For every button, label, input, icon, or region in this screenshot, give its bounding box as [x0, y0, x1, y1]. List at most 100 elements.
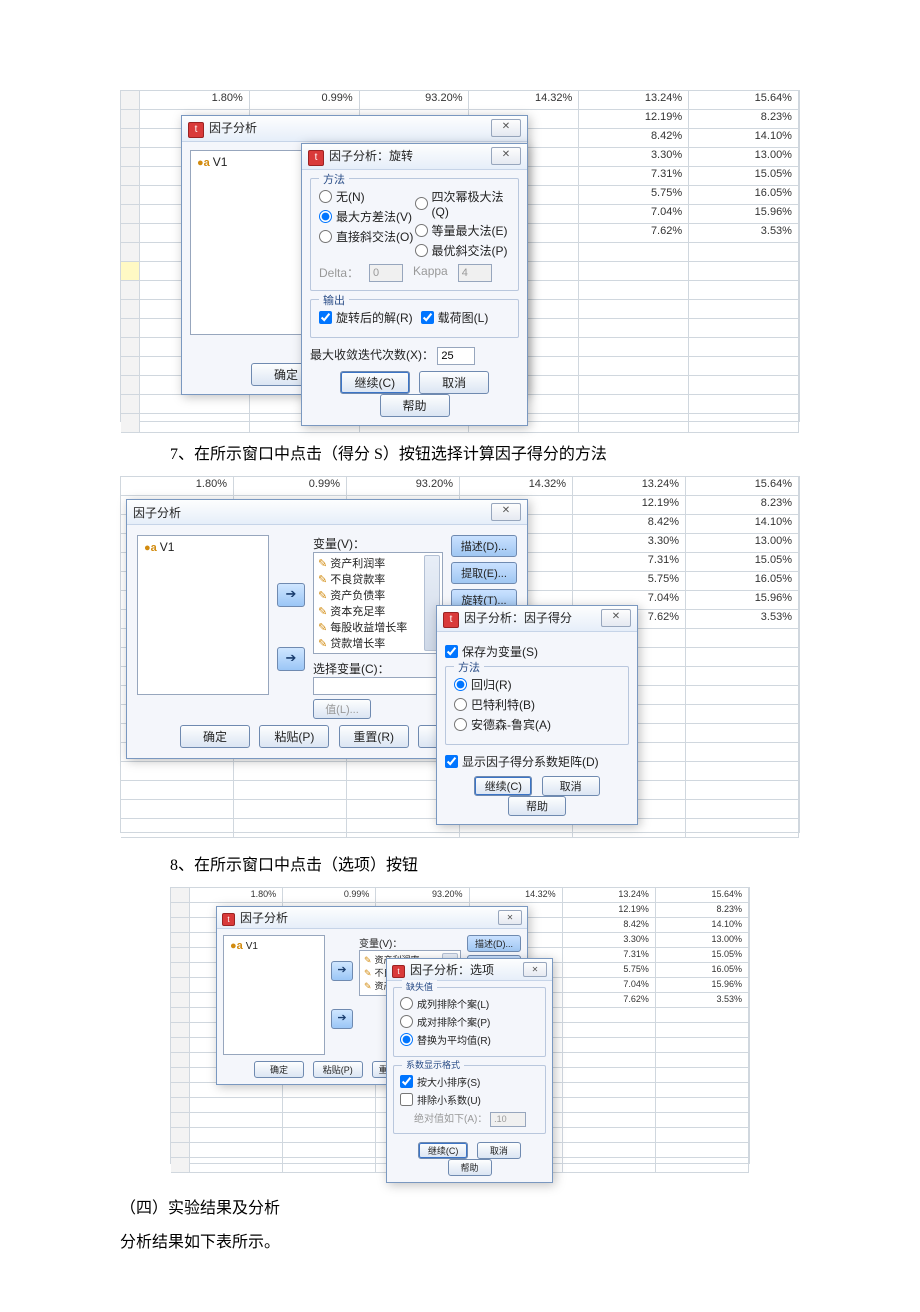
close-icon[interactable]: ✕	[523, 962, 547, 977]
paste-button[interactable]: 粘贴(P)	[313, 1061, 363, 1078]
dialog-title: 因子分析：因子得分	[464, 611, 572, 625]
pencil-icon: ✎	[364, 968, 372, 978]
help-button[interactable]: 帮助	[448, 1159, 492, 1176]
cell: 15.64%	[689, 91, 799, 109]
variables-label: 变量(V)：	[313, 535, 443, 552]
help-button[interactable]: 帮助	[508, 796, 566, 816]
delta-label: Delta：	[319, 264, 359, 282]
dialog-icon: t	[308, 150, 324, 166]
paste-button[interactable]: 粘贴(P)	[259, 725, 329, 748]
cell: 14.32%	[469, 91, 579, 109]
format-group: 系数显示格式 按大小排序(S) 排除小系数(U) 绝对值如下(A)：	[393, 1065, 546, 1134]
radio-listwise[interactable]: 成列排除个案(L)	[400, 996, 539, 1011]
maxiter-label: 最大收敛迭代次数(X)：	[310, 348, 434, 362]
close-icon[interactable]: ✕	[491, 503, 521, 521]
cancel-button[interactable]: 取消	[542, 776, 600, 796]
radio-quartimax[interactable]: 四次幂极大法(Q)	[415, 188, 511, 219]
reset-button[interactable]: 重置(R)	[339, 725, 409, 748]
score-method-group: 方法 回归(R) 巴特利特(B) 安德森-鲁宾(A)	[445, 666, 629, 745]
rotation-dialog[interactable]: t 因子分析：旋转 ✕ 方法 无(N) 最大方差法(V) 直接斜交法(O) 四次幂…	[301, 143, 528, 426]
extract-button[interactable]: 提取(E)...	[451, 562, 517, 584]
select-variable-field[interactable]	[313, 677, 439, 695]
chk-save-as-variable[interactable]: 保存为变量(S)	[445, 643, 629, 660]
variable-item[interactable]: ●aV1	[144, 540, 262, 554]
dialog-title: 因子分析	[209, 121, 257, 135]
variable-icon: ●a	[144, 542, 157, 554]
move-right-button-2[interactable]: ➔	[331, 1009, 353, 1029]
pencil-icon: ✎	[318, 558, 327, 570]
list-item[interactable]: ✎贷款增长率	[318, 635, 438, 651]
options-dialog[interactable]: t因子分析：选项 ✕ 缺失值 成列排除个案(L) 成对排除个案(P) 替换为平均…	[386, 958, 553, 1183]
close-icon[interactable]: ✕	[491, 119, 521, 137]
pencil-icon: ✎	[318, 622, 327, 634]
radio-regression[interactable]: 回归(R)	[454, 676, 620, 693]
spreadsheet-backdrop-1: 1.80% 0.99% 93.20% 14.32% 13.24% 15.64% …	[120, 90, 800, 422]
spreadsheet-backdrop-2: 1.80% 0.99% 93.20% 14.32% 13.24% 15.64% …	[120, 476, 800, 833]
describe-button[interactable]: 描述(D)...	[467, 935, 521, 952]
maxiter-field[interactable]	[437, 347, 475, 365]
chk-loading-plot[interactable]: 载荷图(L)	[421, 309, 489, 326]
delta-field	[369, 264, 403, 282]
ok-button[interactable]: 确定	[180, 725, 250, 748]
section-heading: （四）实验结果及分析	[120, 1194, 920, 1218]
radio-bartlett[interactable]: 巴特利特(B)	[454, 696, 620, 713]
move-right-button-2[interactable]: ➔	[277, 647, 305, 671]
help-button[interactable]: 帮助	[380, 394, 450, 417]
chk-show-coef-matrix[interactable]: 显示因子得分系数矩阵(D)	[445, 753, 629, 770]
dialog-title: 因子分析：旋转	[329, 149, 413, 163]
cancel-button[interactable]: 取消	[477, 1142, 521, 1159]
kappa-label: Kappa	[413, 264, 448, 282]
ok-button[interactable]: 确定	[254, 1061, 304, 1078]
describe-button[interactable]: 描述(D)...	[451, 535, 517, 557]
cell: 93.20%	[360, 91, 470, 109]
continue-button[interactable]: 继续(C)	[340, 371, 410, 394]
list-item[interactable]: ✎存款增长率	[318, 651, 438, 654]
radio-none[interactable]: 无(N)	[319, 188, 415, 205]
source-variable-list[interactable]: ●aV1	[223, 935, 325, 1055]
output-group: 输出 旋转后的解(R) 载荷图(L)	[310, 299, 519, 338]
list-item[interactable]: ✎每股收益增长率	[318, 619, 438, 635]
dialog-icon: t	[443, 612, 459, 628]
radio-varimax[interactable]: 最大方差法(V)	[319, 208, 415, 225]
source-variable-list[interactable]: ●aV1	[137, 535, 269, 695]
move-right-button[interactable]: ➔	[331, 961, 353, 981]
radio-promax[interactable]: 最优斜交法(P)	[415, 242, 511, 259]
pencil-icon: ✎	[318, 638, 327, 650]
factor-score-dialog[interactable]: t 因子分析：因子得分 ✕ 保存为变量(S) 方法 回归(R) 巴特利特(B) 安…	[436, 605, 638, 825]
section-body: 分析结果如下表所示。	[120, 1228, 920, 1252]
cell: 1.80%	[140, 91, 250, 109]
variable-item[interactable]: ●aV1	[197, 155, 307, 169]
move-right-button[interactable]: ➔	[277, 583, 305, 607]
variable-icon: ●a	[197, 157, 210, 169]
radio-equamax[interactable]: 等量最大法(E)	[415, 222, 511, 239]
list-item[interactable]: ✎资本充足率	[318, 603, 438, 619]
caption-7: 7、在所示窗口中点击（得分 S）按钮选择计算因子得分的方法	[170, 440, 920, 464]
list-item[interactable]: ✎不良贷款率	[318, 571, 438, 587]
cell: 0.99%	[250, 91, 360, 109]
cancel-button[interactable]: 取消	[419, 371, 489, 394]
chk-suppress[interactable]: 排除小系数(U)	[400, 1092, 539, 1107]
dialog-icon: t	[222, 913, 235, 926]
close-icon[interactable]: ✕	[491, 147, 521, 165]
pencil-icon: ✎	[318, 590, 327, 602]
radio-mean[interactable]: 替换为平均值(R)	[400, 1032, 539, 1047]
radio-oblimin[interactable]: 直接斜交法(O)	[319, 228, 415, 245]
source-variable-list[interactable]: ●aV1	[190, 150, 314, 335]
radio-pairwise[interactable]: 成对排除个案(P)	[400, 1014, 539, 1029]
chk-sort[interactable]: 按大小排序(S)	[400, 1074, 539, 1089]
chk-rotated-solution[interactable]: 旋转后的解(R)	[319, 309, 413, 326]
abs-field	[490, 1112, 526, 1127]
radio-anderson-rubin[interactable]: 安德森-鲁宾(A)	[454, 716, 620, 733]
list-item[interactable]: ✎资产负债率	[318, 587, 438, 603]
dialog-title: 因子分析	[133, 506, 181, 520]
variable-item[interactable]: ●aV1	[230, 940, 318, 952]
close-icon[interactable]: ✕	[601, 609, 631, 627]
kappa-field	[458, 264, 492, 282]
close-icon[interactable]: ✕	[498, 910, 522, 925]
method-group: 方法 无(N) 最大方差法(V) 直接斜交法(O) 四次幂极大法(Q) 等量最大…	[310, 178, 519, 291]
continue-button[interactable]: 继续(C)	[418, 1142, 468, 1159]
continue-button[interactable]: 继续(C)	[474, 776, 532, 796]
target-variable-list[interactable]: ✎资产利润率 ✎不良贷款率 ✎资产负债率 ✎资本充足率 ✎每股收益增长率 ✎贷款…	[313, 552, 443, 654]
list-item[interactable]: ✎资产利润率	[318, 555, 438, 571]
variables-label: 变量(V)：	[359, 935, 461, 950]
